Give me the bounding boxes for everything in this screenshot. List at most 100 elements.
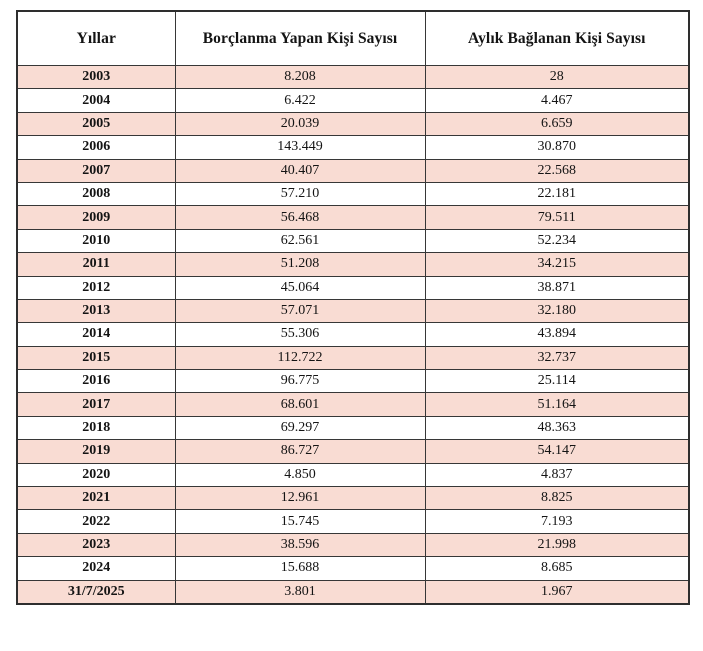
borrowers-count-cell: 3.801 (174, 579, 426, 605)
borrowers-count-cell: 38.596 (174, 532, 426, 558)
monthly-pension-count-cell: 8.825 (424, 486, 690, 511)
monthly-pension-count-cell: 79.511 (424, 205, 690, 230)
year-cell: 2017 (16, 392, 176, 417)
borrowers-count-cell: 143.449 (174, 135, 426, 160)
table-row: 2004 6.422 4.467 (16, 88, 690, 113)
year-cell: 2014 (16, 322, 176, 347)
borrowers-count-cell: 57.071 (174, 298, 426, 324)
header-monthly-pension-count: Aylık Bağlanan Kişi Sayısı (424, 10, 690, 66)
header-row: Yıllar Borçlanma Yapan Kişi Sayısı Aylık… (16, 10, 690, 66)
monthly-pension-count-cell: 22.181 (424, 181, 690, 207)
borrowers-count-cell: 6.422 (174, 88, 426, 113)
table-row: 2003 8.208 28 (16, 64, 690, 90)
borrowers-count-cell: 69.297 (174, 415, 426, 441)
year-cell: 2005 (16, 111, 176, 137)
year-cell: 2022 (16, 509, 176, 534)
monthly-pension-count-cell: 8.685 (424, 556, 690, 581)
borrowers-count-cell: 57.210 (174, 181, 426, 207)
borrowers-count-cell: 62.561 (174, 228, 426, 254)
table-body: 2003 8.208 28 2004 6.422 4.467 2005 20.039 6.659… (16, 64, 690, 605)
table-row: 2005 20.039 6.659 (16, 111, 690, 137)
monthly-pension-count-cell: 52.234 (424, 228, 690, 254)
year-cell: 2015 (16, 345, 176, 371)
monthly-pension-count-cell: 4.467 (424, 88, 690, 113)
table-row: 2019 86.727 54.147 (16, 439, 690, 464)
year-cell: 2004 (16, 88, 176, 113)
table-row: 2016 96.775 25.114 (16, 369, 690, 394)
monthly-pension-count-cell: 34.215 (424, 252, 690, 277)
year-cell: 2006 (16, 135, 176, 160)
monthly-pension-count-cell: 30.870 (424, 135, 690, 160)
borrowers-count-cell: 56.468 (174, 205, 426, 230)
borrowers-count-cell: 68.601 (174, 392, 426, 417)
table-row: 2014 55.306 43.894 (16, 322, 690, 347)
header-borrowers-count: Borçlanma Yapan Kişi Sayısı (174, 10, 426, 66)
table-row: 2008 57.210 22.181 (16, 181, 690, 207)
borrowers-count-cell: 8.208 (174, 64, 426, 90)
table-row: 2009 56.468 79.511 (16, 205, 690, 230)
year-cell: 31/7/2025 (16, 579, 176, 605)
borrowers-count-cell: 45.064 (174, 275, 426, 300)
table-row: 31/7/2025 3.801 1.967 (16, 579, 690, 605)
table-row: 2018 69.297 48.363 (16, 415, 690, 441)
year-cell: 2009 (16, 205, 176, 230)
borrowers-count-cell: 15.688 (174, 556, 426, 581)
table-row: 2013 57.071 32.180 (16, 298, 690, 324)
table-row: 2011 51.208 34.215 (16, 252, 690, 277)
table-row: 2023 38.596 21.998 (16, 532, 690, 558)
table-row: 2007 40.407 22.568 (16, 158, 690, 183)
monthly-pension-count-cell: 25.114 (424, 369, 690, 394)
borrowers-count-cell: 86.727 (174, 439, 426, 464)
year-cell: 2024 (16, 556, 176, 581)
borrowers-count-cell: 12.961 (174, 486, 426, 511)
borrowers-count-cell: 40.407 (174, 158, 426, 183)
monthly-pension-count-cell: 54.147 (424, 439, 690, 464)
year-cell: 2003 (16, 64, 176, 90)
monthly-pension-count-cell: 28 (424, 64, 690, 90)
year-cell: 2007 (16, 158, 176, 183)
year-cell: 2019 (16, 439, 176, 464)
borrowers-count-cell: 51.208 (174, 252, 426, 277)
table-header: Yıllar Borçlanma Yapan Kişi Sayısı Aylık… (16, 10, 690, 66)
table-row: 2006 143.449 30.870 (16, 135, 690, 160)
monthly-pension-count-cell: 48.363 (424, 415, 690, 441)
year-cell: 2013 (16, 298, 176, 324)
monthly-pension-count-cell: 6.659 (424, 111, 690, 137)
monthly-pension-count-cell: 7.193 (424, 509, 690, 534)
table-row: 2021 12.961 8.825 (16, 486, 690, 511)
monthly-pension-count-cell: 22.568 (424, 158, 690, 183)
monthly-pension-count-cell: 32.737 (424, 345, 690, 371)
table-row: 2024 15.688 8.685 (16, 556, 690, 581)
table-row: 2017 68.601 51.164 (16, 392, 690, 417)
borrowers-count-cell: 4.850 (174, 462, 426, 488)
borrowing-pension-table-container: Yıllar Borçlanma Yapan Kişi Sayısı Aylık… (16, 10, 690, 605)
monthly-pension-count-cell: 43.894 (424, 322, 690, 347)
year-cell: 2012 (16, 275, 176, 300)
borrowers-count-cell: 96.775 (174, 369, 426, 394)
year-cell: 2020 (16, 462, 176, 488)
monthly-pension-count-cell: 51.164 (424, 392, 690, 417)
table-row: 2015 112.722 32.737 (16, 345, 690, 371)
header-years: Yıllar (16, 10, 176, 66)
monthly-pension-count-cell: 38.871 (424, 275, 690, 300)
year-cell: 2018 (16, 415, 176, 441)
table-row: 2010 62.561 52.234 (16, 228, 690, 254)
table-row: 2022 15.745 7.193 (16, 509, 690, 534)
monthly-pension-count-cell: 4.837 (424, 462, 690, 488)
borrowers-count-cell: 55.306 (174, 322, 426, 347)
table-row: 2012 45.064 38.871 (16, 275, 690, 300)
year-cell: 2023 (16, 532, 176, 558)
monthly-pension-count-cell: 1.967 (424, 579, 690, 605)
borrowing-pension-table: Yıllar Borçlanma Yapan Kişi Sayısı Aylık… (16, 10, 690, 605)
year-cell: 2008 (16, 181, 176, 207)
borrowers-count-cell: 20.039 (174, 111, 426, 137)
monthly-pension-count-cell: 32.180 (424, 298, 690, 324)
year-cell: 2016 (16, 369, 176, 394)
borrowers-count-cell: 15.745 (174, 509, 426, 534)
year-cell: 2010 (16, 228, 176, 254)
table-row: 2020 4.850 4.837 (16, 462, 690, 488)
borrowers-count-cell: 112.722 (174, 345, 426, 371)
year-cell: 2021 (16, 486, 176, 511)
monthly-pension-count-cell: 21.998 (424, 532, 690, 558)
